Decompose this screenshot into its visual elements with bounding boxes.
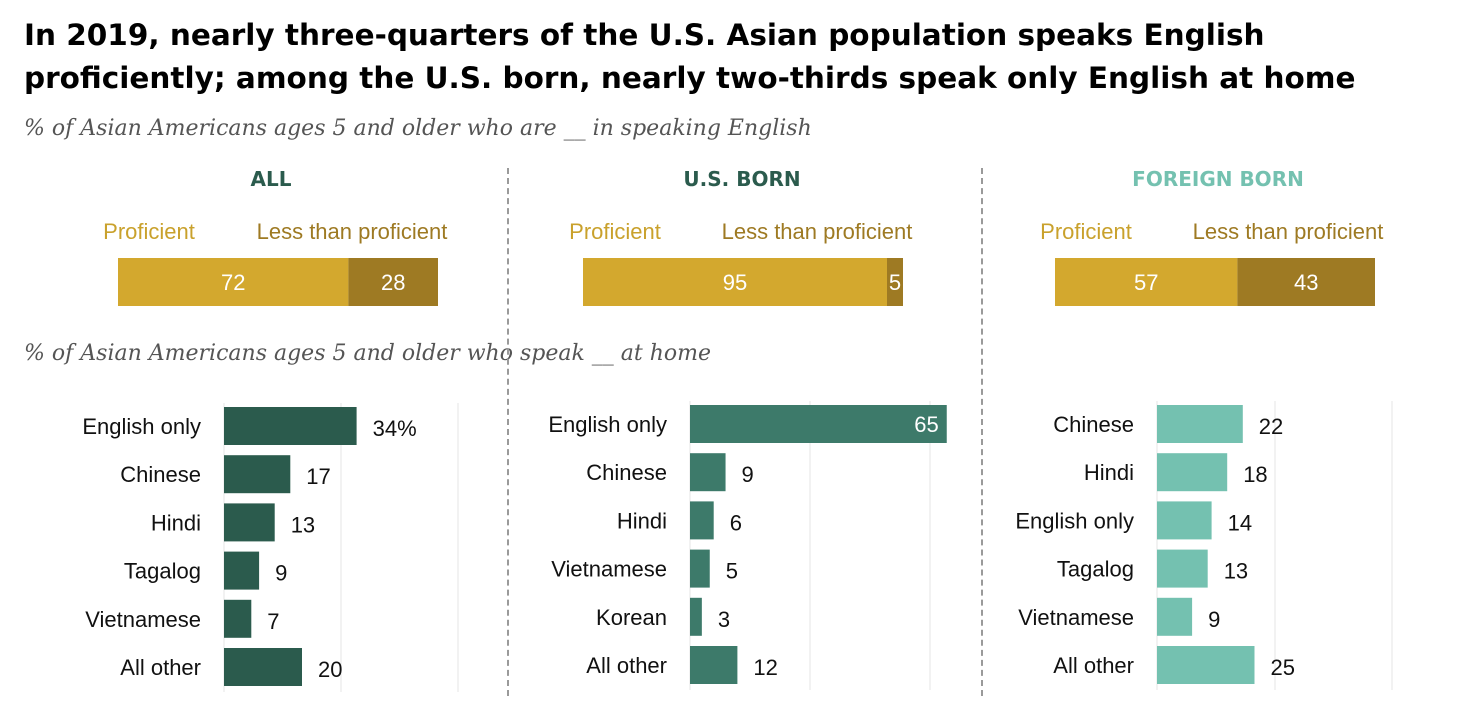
value-label: 65 [914,412,938,437]
bar-less-than-proficient [887,258,903,306]
bar [690,501,714,540]
value-label: 18 [1243,462,1267,487]
legend-less-than-proficient: Less than proficient [257,219,448,244]
legend-proficient: Proficient [103,219,195,244]
bar [690,405,947,443]
value-label-less-than-proficient: 5 [889,270,901,295]
bar [1157,549,1208,588]
category-label: All other [586,653,667,678]
bar [1157,501,1212,540]
panel-header-2: U.S. BORN [683,167,800,191]
value-label: 5 [726,559,738,584]
category-label: English only [1015,508,1134,533]
category-label: Vietnamese [551,557,667,582]
bar [1157,453,1228,492]
category-label: English only [548,412,667,437]
category-label: All other [1053,653,1134,678]
value-label: 7 [267,609,279,634]
bar [690,549,710,588]
bar [1157,405,1243,443]
category-label: Chinese [1053,412,1134,437]
value-label: 12 [753,655,777,680]
value-label: 20 [318,657,342,682]
category-label: Hindi [151,510,201,535]
value-label: 13 [1224,559,1248,584]
value-label: 34% [373,416,417,441]
category-label: Chinese [120,462,201,487]
bar-less-than-proficient [1237,258,1375,306]
category-label: Tagalog [124,559,201,584]
bar [224,551,260,590]
category-label: Tagalog [1057,557,1134,582]
panel-divider-2 [981,168,983,696]
bar-proficient [1055,258,1238,306]
panel-header-1: ALL [251,167,292,191]
value-label-proficient: 72 [221,270,245,295]
value-label: 22 [1259,414,1283,439]
bar [224,648,302,686]
category-label: Chinese [586,460,667,485]
category-label: Hindi [1084,460,1134,485]
bar [690,453,726,492]
legend-proficient: Proficient [569,219,661,244]
value-label-less-than-proficient: 28 [381,270,405,295]
legend-less-than-proficient: Less than proficient [722,219,913,244]
bar [224,455,291,494]
value-label: 9 [275,561,287,586]
bar [1157,646,1255,684]
home-language-subtitle: % of Asian Americans ages 5 and older wh… [24,341,712,366]
value-label: 14 [1228,510,1252,535]
bar [224,503,275,542]
bar-proficient [583,258,887,306]
bar [224,599,252,638]
legend-less-than-proficient: Less than proficient [1193,219,1384,244]
bar [224,407,357,445]
chart-title: In 2019, nearly three-quarters of the U.… [24,18,1356,95]
proficiency-subtitle: % of Asian Americans ages 5 and older wh… [24,116,812,141]
category-label: Vietnamese [85,607,201,632]
bar-less-than-proficient [348,258,438,306]
bar-proficient [118,258,349,306]
value-label: 17 [306,464,330,489]
value-label: 6 [730,510,742,535]
bar [690,597,702,636]
value-label-less-than-proficient: 43 [1294,270,1318,295]
category-label: English only [82,414,201,439]
value-label: 3 [718,607,730,632]
category-label: Hindi [617,508,667,533]
panel-header-3: FOREIGN BORN [1132,167,1304,191]
value-label-proficient: 95 [723,270,747,295]
value-label: 9 [742,462,754,487]
value-label-proficient: 57 [1134,270,1158,295]
legend-proficient: Proficient [1040,219,1132,244]
value-label: 9 [1208,607,1220,632]
value-label: 13 [291,512,315,537]
category-label: Vietnamese [1018,605,1134,630]
panel-divider-1 [507,168,509,696]
category-label: All other [120,655,201,680]
bar [690,646,738,684]
value-label: 25 [1271,655,1295,680]
category-label: Korean [596,605,667,630]
bar [1157,597,1193,636]
